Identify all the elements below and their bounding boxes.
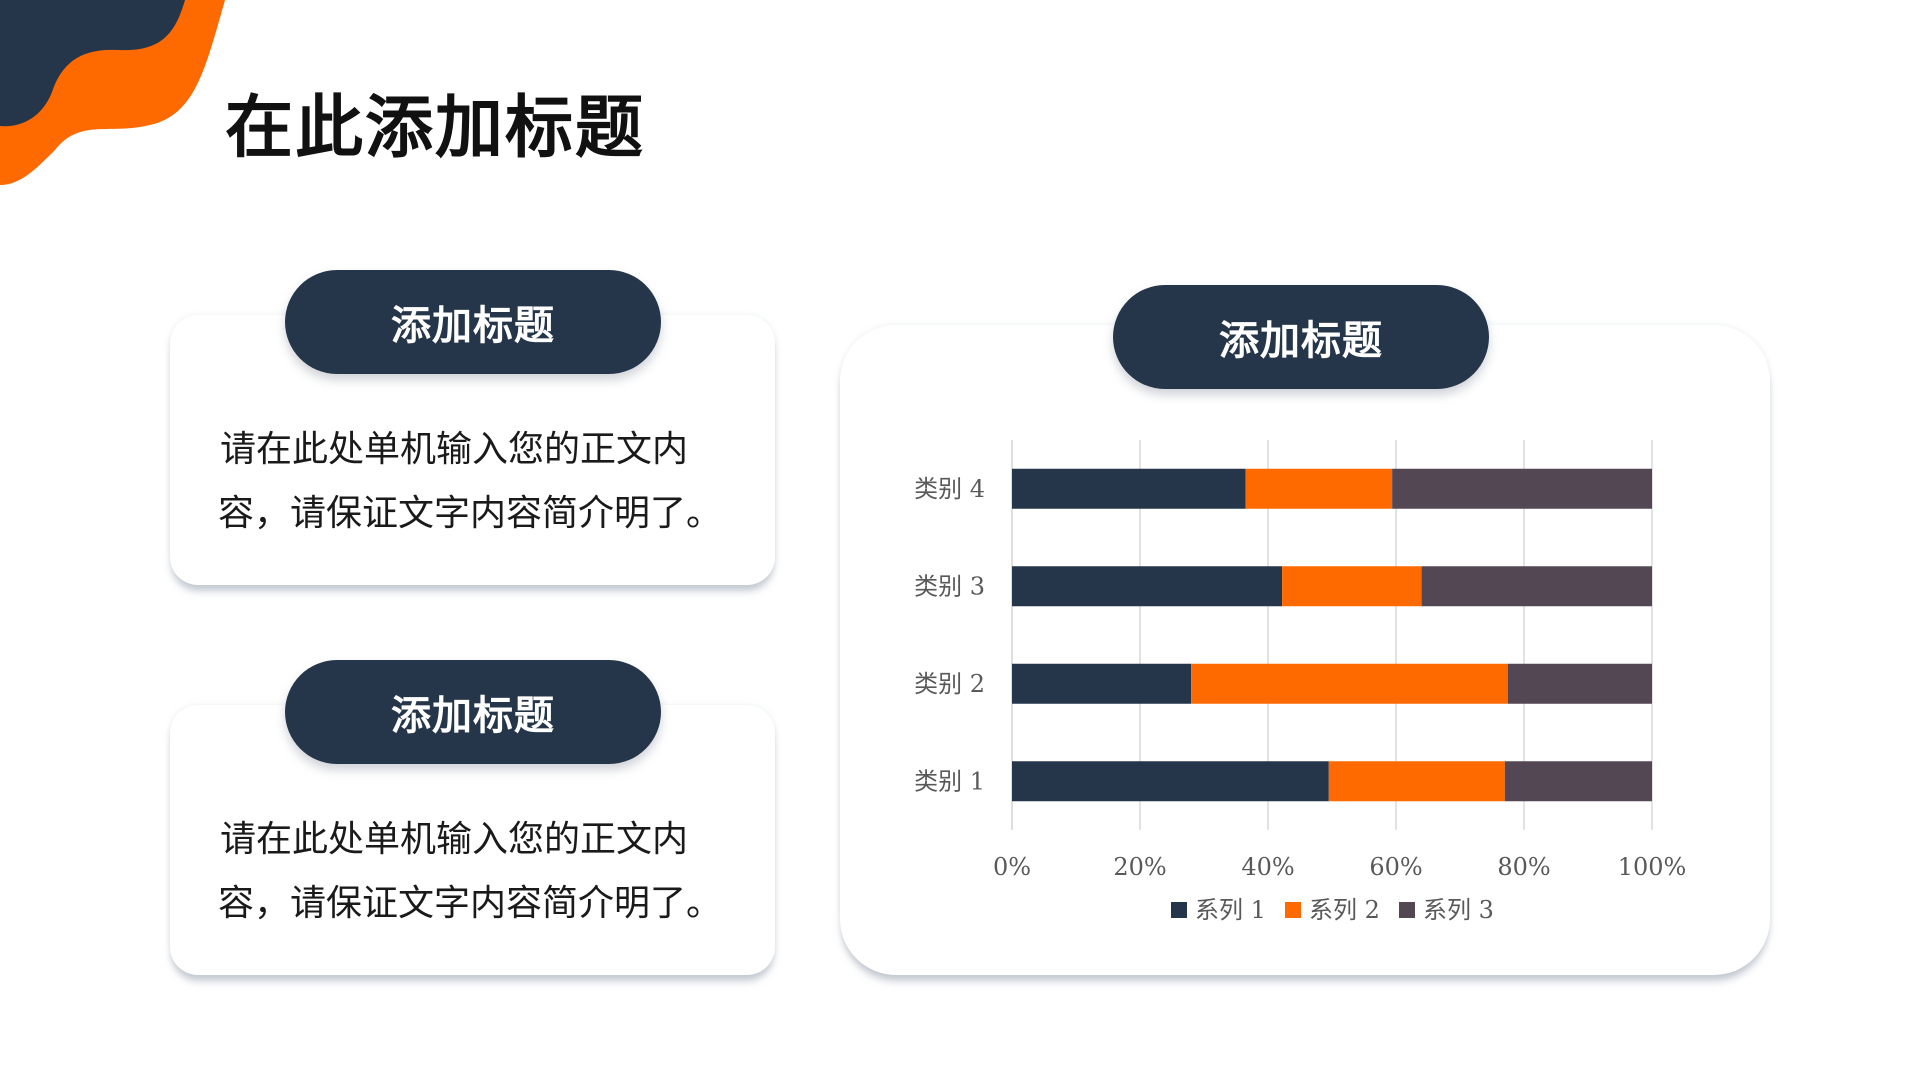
- chart-legend: 系列 1 系列 2 系列 3: [1171, 896, 1494, 924]
- chart-card: [840, 325, 1770, 975]
- card-2-heading: 添加标题: [285, 660, 661, 764]
- chart-bars: [1012, 468, 1652, 802]
- card-2-body: 请在此处单机输入您的正文内容，请保证文字内容简介明了。: [218, 819, 723, 924]
- x-tick-label-3: 60%: [1369, 853, 1422, 881]
- x-tick-label-4: 80%: [1497, 853, 1550, 881]
- legend-label-3: 系列 3: [1423, 896, 1494, 924]
- x-tick-label-1: 20%: [1113, 853, 1166, 881]
- x-tick-label-2: 40%: [1241, 853, 1294, 881]
- legend-label-1: 系列 1: [1195, 896, 1266, 924]
- bar-1-series-3: [1504, 761, 1652, 802]
- page-title: 在此添加标题: [225, 88, 646, 168]
- bar-1-series-1: [1012, 761, 1329, 802]
- chart-labels: 0% 20% 40% 60% 80% 100% 类别 1 类别 2 类别 3 类别 4: [914, 475, 1686, 881]
- bar-2-series-2: [1191, 663, 1508, 704]
- bar-3-series-1: [1012, 566, 1283, 607]
- card-1-body: 请在此处单机输入您的正文内容，请保证文字内容简介明了。: [218, 429, 723, 534]
- legend-swatch-2: [1285, 902, 1301, 918]
- bar-1-series-2: [1328, 761, 1505, 802]
- legend-swatch-1: [1171, 902, 1187, 918]
- bar-4-series-1: [1012, 468, 1246, 509]
- chart-card-heading: 添加标题: [1113, 285, 1489, 389]
- corner-decoration: [0, 0, 225, 185]
- bar-3-series-3: [1421, 566, 1652, 607]
- y-category-label-4: 类别 4: [914, 475, 985, 503]
- legend-label-2: 系列 2: [1309, 896, 1380, 924]
- legend-swatch-3: [1399, 902, 1415, 918]
- bar-4-series-3: [1392, 468, 1652, 509]
- x-tick-label-5: 100%: [1618, 853, 1687, 881]
- y-category-label-1: 类别 1: [914, 767, 985, 795]
- bar-4-series-2: [1245, 468, 1393, 509]
- card-1-heading: 添加标题: [285, 270, 661, 374]
- bar-3-series-2: [1282, 566, 1422, 607]
- y-category-label-2: 类别 2: [914, 670, 985, 698]
- y-category-label-3: 类别 3: [914, 572, 985, 600]
- bar-2-series-3: [1508, 663, 1652, 704]
- x-tick-label-0: 0%: [993, 853, 1031, 881]
- bar-2-series-1: [1012, 663, 1192, 704]
